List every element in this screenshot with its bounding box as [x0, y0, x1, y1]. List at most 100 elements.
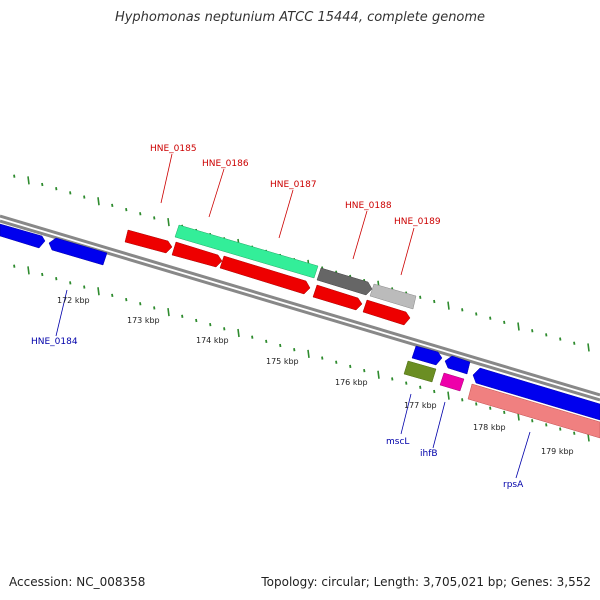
major-tick: [377, 370, 380, 379]
minor-tick: [69, 191, 72, 195]
minor-tick: [265, 339, 268, 344]
minor-tick: [559, 427, 562, 431]
major-tick: [517, 322, 520, 331]
minor-tick: [69, 281, 72, 285]
gene-hne-0188-b[interactable]: [312, 284, 363, 311]
gene-label-hne-0187: HNE_0187: [270, 180, 317, 190]
minor-tick: [125, 207, 128, 212]
minor-tick: [475, 402, 478, 406]
minor-tick: [419, 295, 422, 299]
gene-label-hne-0184: HNE_0184: [31, 337, 78, 347]
minor-tick: [349, 364, 352, 369]
minor-tick: [55, 277, 58, 281]
map-title: Hyphomonas neptunium ATCC 15444, complet…: [114, 10, 486, 25]
gene-label-hne-0186: HNE_0186: [202, 159, 249, 169]
topology-summary: Topology: circular; Length: 3,705,021 bp…: [261, 575, 591, 589]
gene-hne-0185-b[interactable]: [171, 241, 223, 268]
minor-tick: [153, 306, 156, 310]
gene-hne-0189[interactable]: [369, 283, 417, 310]
minor-tick: [195, 318, 198, 323]
inner-tick-ring: [13, 264, 590, 442]
scale-label-177: 177 kbp: [404, 401, 437, 410]
major-tick: [237, 328, 240, 338]
gene-ihfb[interactable]: [439, 372, 465, 392]
minor-tick: [293, 348, 296, 352]
major-tick: [97, 197, 100, 206]
gene-label-mscl: mscL: [386, 437, 409, 447]
minor-tick: [531, 419, 534, 423]
gene-features: [0, 223, 600, 439]
minor-tick: [251, 335, 254, 339]
minor-tick: [489, 406, 492, 410]
gene-label-rpsa: rpsA: [503, 480, 524, 490]
minor-tick: [545, 423, 548, 427]
minor-tick: [335, 360, 338, 364]
scale-label-176: 176 kbp: [335, 378, 368, 387]
minor-tick: [55, 187, 58, 191]
minor-tick: [41, 272, 44, 277]
gene-label-hne-0185: HNE_0185: [150, 144, 197, 154]
gene-hne-0189-b[interactable]: [362, 299, 411, 326]
gene-hne-0187[interactable]: [219, 255, 311, 295]
label-leaders: [55, 153, 531, 479]
major-tick: [167, 218, 170, 227]
genome-backbone: [0, 214, 600, 402]
gene-rpsa[interactable]: [467, 383, 600, 439]
gene-hne-0185-a[interactable]: [124, 229, 173, 254]
gene-hne-0186[interactable]: [174, 224, 319, 279]
gene-label-hne-0189: HNE_0189: [394, 217, 441, 227]
major-tick: [587, 343, 590, 352]
minor-tick: [41, 182, 44, 187]
minor-tick: [573, 341, 576, 345]
gene-hne-0184[interactable]: [48, 237, 108, 266]
minor-tick: [13, 264, 16, 268]
minor-tick: [125, 297, 128, 302]
scale-label-174: 174 kbp: [196, 336, 229, 345]
major-tick: [447, 301, 450, 310]
minor-tick: [83, 285, 86, 289]
major-tick: [27, 176, 30, 185]
gene-hne-0183[interactable]: [0, 223, 46, 249]
minor-tick: [139, 212, 142, 216]
scale-label-172: 172 kbp: [57, 296, 90, 305]
scale-label-173: 173 kbp: [127, 316, 160, 325]
major-tick: [27, 266, 30, 275]
scale-label-178: 178 kbp: [473, 423, 506, 432]
major-tick: [447, 391, 450, 400]
minor-tick: [279, 343, 282, 348]
gene-hne-0188[interactable]: [316, 267, 373, 296]
minor-tick: [111, 293, 114, 298]
minor-tick: [13, 174, 16, 178]
scale-label-175: 175 kbp: [266, 357, 299, 366]
gene-rpsa-blue[interactable]: [472, 367, 600, 421]
minor-tick: [223, 327, 226, 331]
accession-text: Accession: NC_008358: [9, 575, 146, 589]
major-tick: [307, 349, 310, 358]
minor-tick: [83, 195, 86, 199]
minor-tick: [419, 385, 422, 389]
minor-tick: [181, 314, 184, 318]
minor-tick: [111, 203, 114, 208]
gene-label-ihfb: ihfB: [420, 449, 438, 459]
minor-tick: [153, 216, 156, 220]
gene-ihfb-arrow[interactable]: [444, 355, 471, 375]
gene-mscl[interactable]: [403, 360, 437, 383]
gene-mscl-arrow[interactable]: [411, 345, 443, 366]
minor-tick: [545, 333, 548, 337]
minor-tick: [559, 337, 562, 341]
major-tick: [97, 287, 100, 296]
gene-label-hne-0188: HNE_0188: [345, 201, 392, 211]
minor-tick: [573, 431, 576, 435]
minor-tick: [209, 323, 212, 327]
minor-tick: [489, 316, 492, 320]
minor-tick: [461, 308, 464, 312]
minor-tick: [503, 320, 506, 325]
minor-tick: [321, 356, 324, 360]
minor-tick: [363, 368, 366, 373]
major-tick: [167, 308, 170, 317]
minor-tick: [405, 381, 408, 385]
minor-tick: [461, 398, 464, 402]
minor-tick: [531, 329, 534, 333]
minor-tick: [391, 377, 394, 381]
